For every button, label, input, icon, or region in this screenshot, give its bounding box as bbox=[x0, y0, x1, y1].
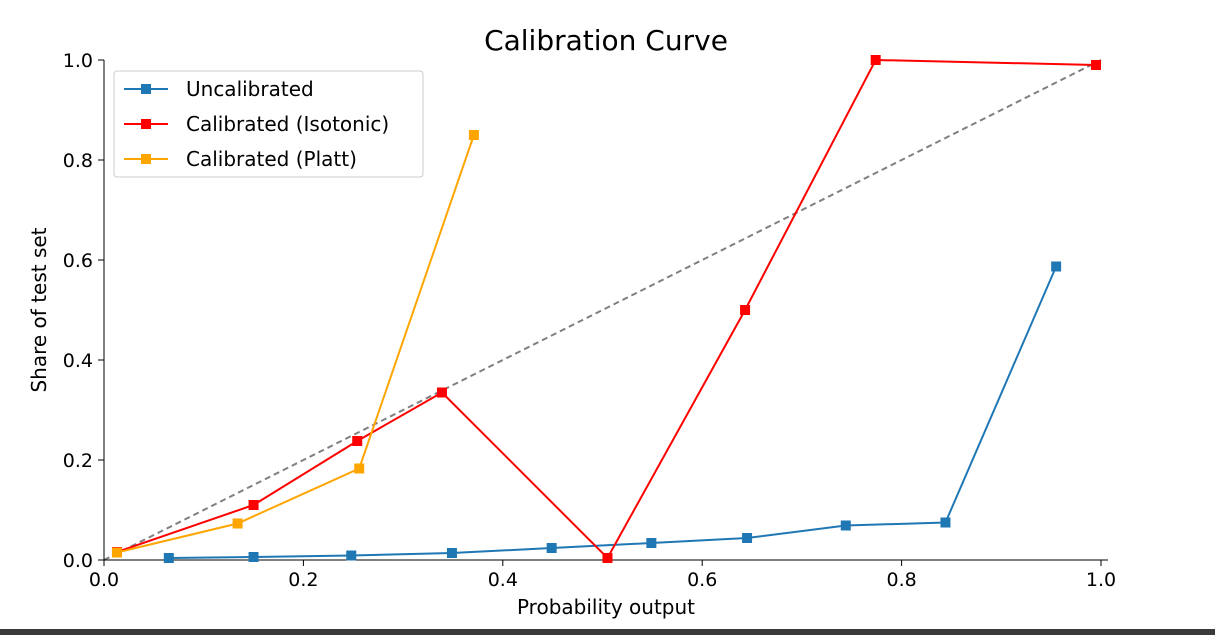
x-tick-label: 0.2 bbox=[288, 569, 318, 591]
y-tick-label: 0.8 bbox=[63, 150, 93, 172]
data-point-uncalibrated bbox=[840, 520, 851, 531]
data-point-uncalibrated bbox=[742, 533, 753, 543]
y-tick-label: 1.0 bbox=[63, 50, 93, 72]
x-tick-label: 1.0 bbox=[1086, 569, 1116, 591]
data-point-uncalibrated bbox=[546, 543, 557, 553]
data-point-calibrated-isotonic bbox=[870, 55, 881, 65]
data-point-calibrated-isotonic bbox=[248, 500, 259, 510]
x-tick-label: 0.6 bbox=[687, 569, 717, 591]
bottom-bar bbox=[0, 629, 1215, 635]
x-tick-label: 0.4 bbox=[488, 569, 518, 591]
y-tick-label: 0.2 bbox=[63, 450, 93, 472]
legend-swatch-marker-calibrated-platt bbox=[141, 154, 151, 164]
data-point-uncalibrated bbox=[346, 550, 357, 561]
data-point-uncalibrated bbox=[646, 538, 657, 548]
series-line-uncalibrated bbox=[168, 266, 1058, 559]
chart-title: Calibration Curve bbox=[484, 24, 728, 57]
data-point-calibrated-platt bbox=[232, 518, 243, 529]
data-point-uncalibrated bbox=[446, 548, 457, 558]
series-uncalibrated bbox=[163, 261, 1062, 563]
data-point-uncalibrated bbox=[940, 517, 951, 528]
data-point-uncalibrated bbox=[1051, 261, 1062, 272]
data-point-calibrated-platt bbox=[354, 463, 365, 474]
data-point-calibrated-isotonic bbox=[740, 305, 751, 315]
ticks: 0.0 0.2 0.4 0.6 0.8 1.0 0.0 0.2 0.4 0.6 0.8 1.0 bbox=[63, 50, 1116, 591]
x-tick-label: 0.8 bbox=[886, 569, 916, 591]
legend-swatch-marker-calibrated-isotonic bbox=[141, 119, 151, 129]
data-point-calibrated-platt bbox=[111, 547, 122, 558]
legend-label-calibrated-platt: Calibrated (Platt) bbox=[186, 147, 357, 171]
y-axis-label: Share of test set bbox=[27, 227, 51, 392]
x-tick-label: 0.0 bbox=[89, 569, 119, 591]
data-point-calibrated-isotonic bbox=[436, 387, 447, 398]
y-tick-label: 0.4 bbox=[63, 350, 93, 372]
legend: Uncalibrated Calibrated (Isotonic) Calibra… bbox=[113, 70, 424, 178]
data-point-calibrated-isotonic bbox=[352, 436, 363, 446]
legend-box bbox=[113, 70, 424, 178]
series-line-calibrated-platt bbox=[116, 134, 475, 554]
data-point-calibrated-isotonic bbox=[602, 553, 613, 563]
data-point-calibrated-platt bbox=[468, 130, 479, 140]
series-calibrated-platt bbox=[111, 130, 479, 558]
y-tick-label: 0.6 bbox=[63, 250, 93, 272]
series-layer bbox=[111, 55, 1102, 563]
data-point-uncalibrated bbox=[248, 552, 259, 562]
data-point-calibrated-isotonic bbox=[1091, 60, 1102, 70]
series-line-calibrated-isotonic bbox=[116, 58, 1097, 560]
y-tick-label: 0.0 bbox=[63, 550, 93, 572]
reference-layer bbox=[103, 59, 1102, 561]
data-point-uncalibrated bbox=[163, 553, 174, 563]
x-axis-label: Probability output bbox=[517, 595, 695, 619]
legend-label-uncalibrated: Uncalibrated bbox=[186, 77, 314, 101]
legend-label-calibrated-isotonic: Calibrated (Isotonic) bbox=[186, 112, 389, 136]
legend-swatch-marker-uncalibrated bbox=[141, 84, 151, 94]
reference-diagonal-line bbox=[103, 59, 1102, 561]
